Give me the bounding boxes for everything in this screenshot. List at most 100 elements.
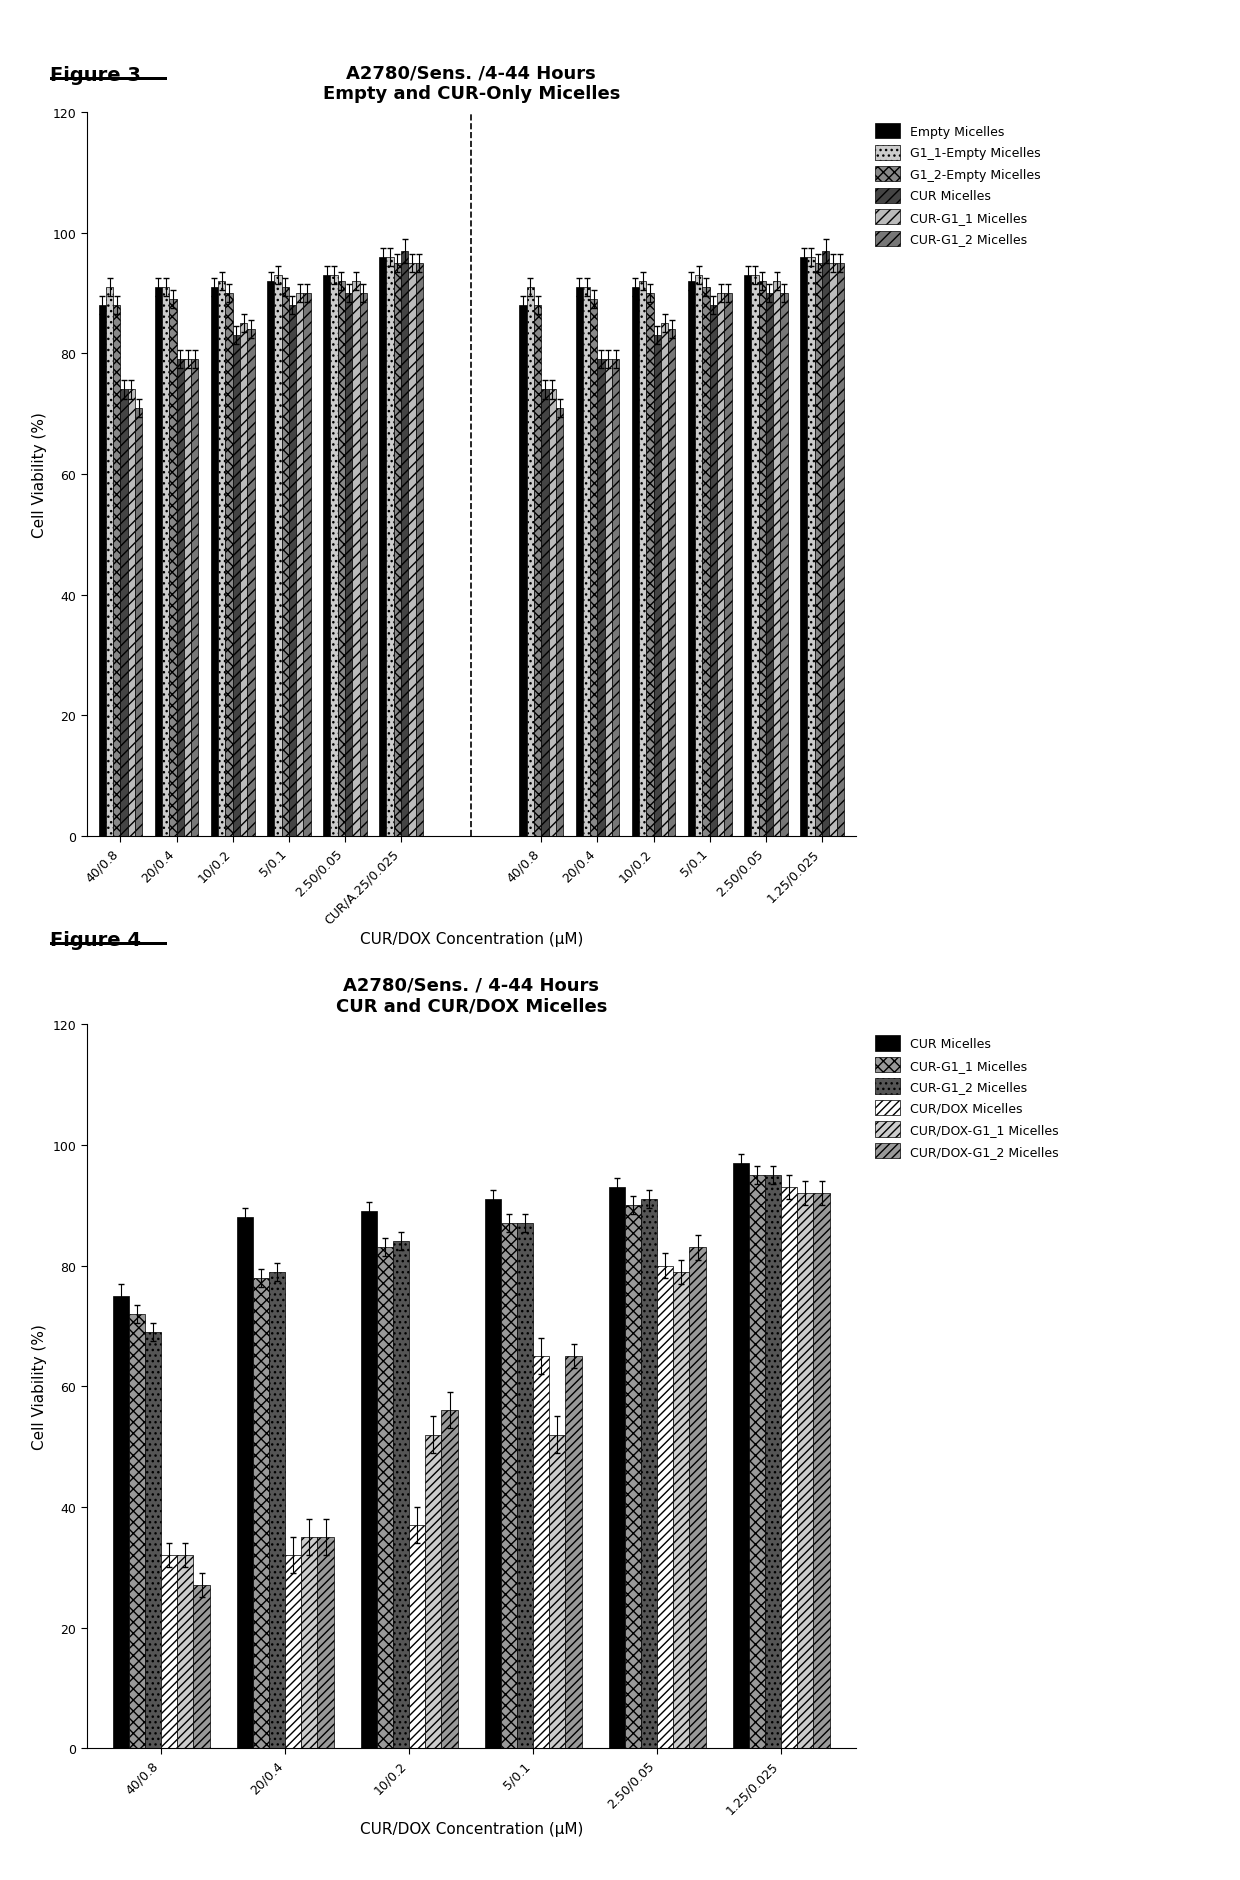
Bar	[724, 293, 732, 837]
Bar	[113, 1295, 129, 1748]
Bar	[247, 331, 254, 837]
Bar	[800, 258, 807, 837]
Bar	[191, 361, 198, 837]
Bar	[631, 288, 639, 837]
Bar	[253, 1278, 269, 1748]
Bar	[797, 1194, 813, 1748]
Bar	[744, 276, 751, 837]
Bar	[408, 263, 415, 837]
Bar	[162, 288, 170, 837]
Bar	[527, 288, 534, 837]
Bar	[517, 1224, 533, 1748]
Bar	[781, 1188, 797, 1748]
Bar	[653, 337, 661, 837]
Bar	[361, 1211, 377, 1748]
Bar	[533, 1355, 549, 1748]
Bar	[773, 282, 780, 837]
Bar	[598, 361, 605, 837]
Bar	[733, 1164, 749, 1748]
Bar	[330, 276, 337, 837]
Bar	[575, 288, 583, 837]
Bar	[613, 361, 619, 837]
Bar	[393, 1243, 409, 1748]
Bar	[548, 391, 556, 837]
Bar	[377, 1248, 393, 1748]
Bar	[590, 299, 598, 837]
Bar	[289, 306, 296, 837]
Bar	[830, 263, 837, 837]
Bar	[534, 306, 542, 837]
Bar	[749, 1175, 765, 1748]
Bar	[233, 337, 241, 837]
Bar	[766, 293, 773, 837]
Legend: Empty Micelles, G1_1-Empty Micelles, G1_2-Empty Micelles, CUR Micelles, CUR-G1_1: Empty Micelles, G1_1-Empty Micelles, G1_…	[869, 118, 1045, 252]
Text: Figure 4: Figure 4	[50, 931, 140, 949]
Bar	[807, 258, 815, 837]
Bar	[237, 1218, 253, 1748]
Bar	[241, 323, 247, 837]
Bar	[556, 408, 563, 837]
Bar	[274, 276, 281, 837]
Title: A2780/Sens. /4-44 Hours
Empty and CUR-Only Micelles: A2780/Sens. /4-44 Hours Empty and CUR-On…	[322, 64, 620, 103]
Bar	[129, 1314, 145, 1748]
Bar	[324, 276, 330, 837]
Bar	[709, 306, 717, 837]
Bar	[485, 1199, 501, 1748]
Title: A2780/Sens. / 4-44 Hours
CUR and CUR/DOX Micelles: A2780/Sens. / 4-44 Hours CUR and CUR/DOX…	[336, 976, 606, 1015]
Bar	[301, 1538, 317, 1748]
Bar	[780, 293, 787, 837]
Y-axis label: Cell Viability (%): Cell Viability (%)	[32, 1324, 47, 1449]
Bar	[337, 282, 345, 837]
Bar	[345, 293, 352, 837]
Bar	[641, 1199, 657, 1748]
Bar	[646, 293, 653, 837]
Bar	[689, 1248, 706, 1748]
Bar	[520, 306, 527, 837]
Bar	[609, 1188, 625, 1748]
Bar	[128, 391, 135, 837]
Bar	[409, 1525, 425, 1748]
Legend: CUR Micelles, CUR-G1_1 Micelles, CUR-G1_2 Micelles, CUR/DOX Micelles, CUR/DOX-G1: CUR Micelles, CUR-G1_1 Micelles, CUR-G1_…	[869, 1030, 1063, 1164]
Bar	[542, 391, 548, 837]
Bar	[425, 1434, 441, 1748]
Bar	[822, 252, 830, 837]
Bar	[317, 1538, 334, 1748]
Bar	[837, 263, 843, 837]
Bar	[657, 1265, 673, 1748]
Bar	[176, 361, 184, 837]
Bar	[105, 288, 113, 837]
Bar	[211, 288, 218, 837]
Bar	[673, 1273, 689, 1748]
Bar	[815, 263, 822, 837]
Bar	[184, 361, 191, 837]
Bar	[717, 293, 724, 837]
Bar	[226, 293, 233, 837]
Bar	[415, 263, 423, 837]
Bar	[813, 1194, 830, 1748]
Bar	[161, 1555, 177, 1748]
Bar	[765, 1175, 781, 1748]
Bar	[304, 293, 311, 837]
Bar	[145, 1333, 161, 1748]
Bar	[661, 323, 668, 837]
Bar	[296, 293, 304, 837]
Bar	[99, 306, 105, 837]
Bar	[379, 258, 387, 837]
Bar	[135, 408, 143, 837]
Bar	[177, 1555, 193, 1748]
X-axis label: CUR/DOX Concentration (μM): CUR/DOX Concentration (μM)	[360, 1822, 583, 1837]
Bar	[285, 1555, 301, 1748]
Bar	[170, 299, 176, 837]
Bar	[113, 306, 120, 837]
Bar	[639, 282, 646, 837]
Bar	[193, 1585, 210, 1748]
Bar	[394, 263, 401, 837]
Y-axis label: Cell Viability (%): Cell Viability (%)	[32, 412, 47, 538]
Bar	[605, 361, 613, 837]
X-axis label: CUR/DOX Concentration (μM): CUR/DOX Concentration (μM)	[360, 932, 583, 948]
Bar	[625, 1205, 641, 1748]
Bar	[218, 282, 226, 837]
Bar	[696, 276, 702, 837]
Bar	[759, 282, 766, 837]
Bar	[702, 288, 709, 837]
